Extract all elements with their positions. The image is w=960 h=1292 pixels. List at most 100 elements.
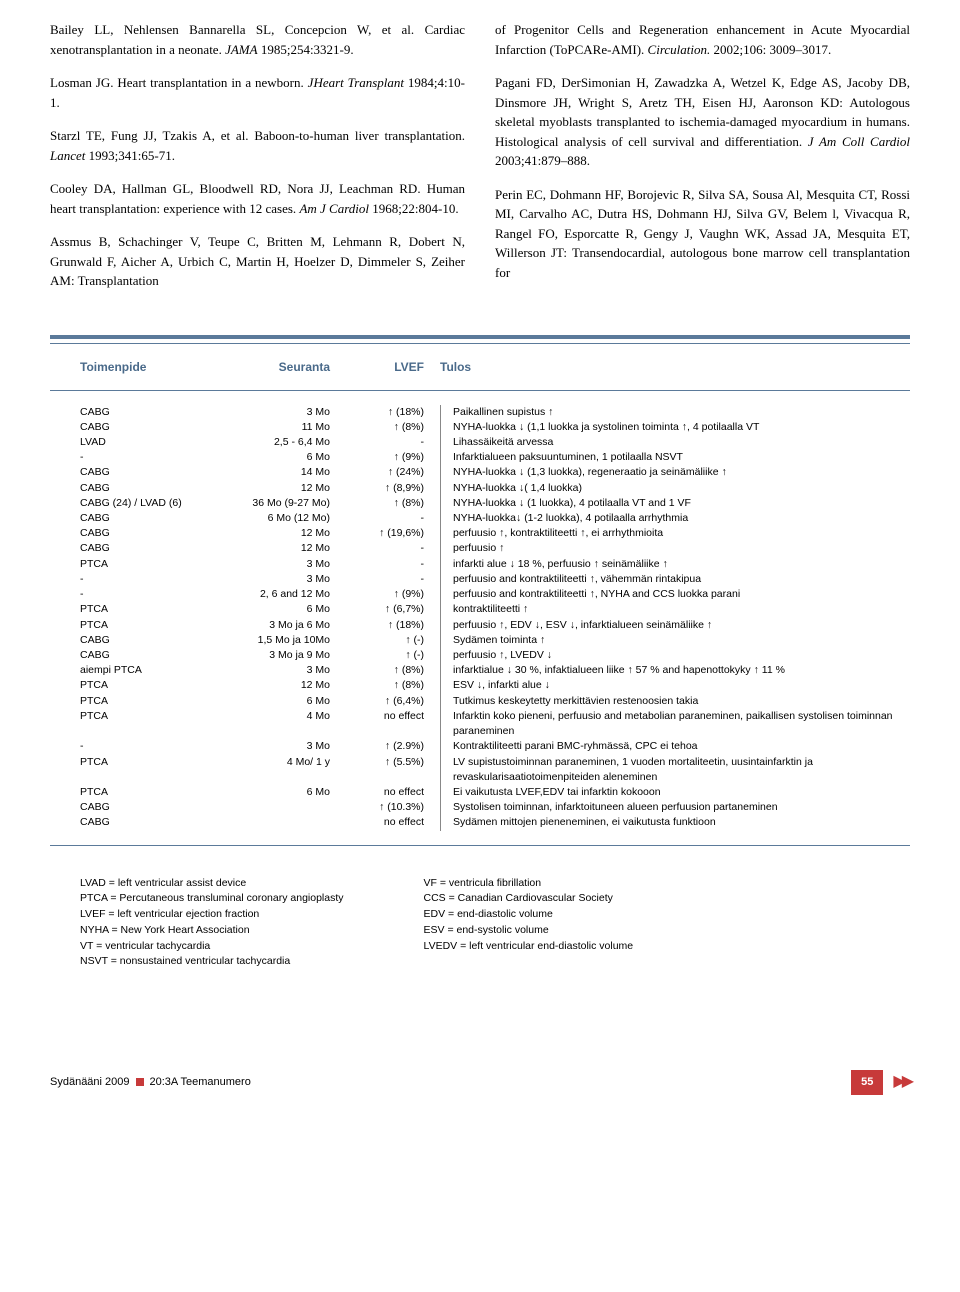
table-row: CABG1,5 Mo ja 10Mo↑ (-)Sydämen toiminta … <box>50 633 910 648</box>
table-cell: 11 Mo <box>200 420 350 435</box>
table-cell: ↑ (6,4%) <box>350 694 440 709</box>
table-cell: 3 Mo <box>200 739 350 754</box>
table-cell: PTCA <box>50 709 200 739</box>
table-cell: 12 Mo <box>200 481 350 496</box>
table-cell: 6 Mo (12 Mo) <box>200 511 350 526</box>
table-row: PTCA6 Mo↑ (6,4%)Tutkimus keskeytetty mer… <box>50 694 910 709</box>
table-cell: - <box>350 511 440 526</box>
table-cell: 6 Mo <box>200 694 350 709</box>
table-cell: CABG <box>50 526 200 541</box>
table-cell: Infarktialueen paksuuntuminen, 1 potilaa… <box>440 450 910 465</box>
table-row: CABG6 Mo (12 Mo)-NYHA-luokka↓ (1-2 luokk… <box>50 511 910 526</box>
table-cell: NYHA-luokka ↓( 1,4 luokka) <box>440 481 910 496</box>
table-cell: 14 Mo <box>200 465 350 480</box>
reference-item: Losman JG. Heart transplantation in a ne… <box>50 73 465 112</box>
table-cell: PTCA <box>50 602 200 617</box>
table-row: LVAD2,5 - 6,4 Mo-Lihassäikeitä arvessa <box>50 435 910 450</box>
table-cell: NYHA-luokka↓ (1-2 luokka), 4 potilaalla … <box>440 511 910 526</box>
table-cell: 3 Mo ja 6 Mo <box>200 618 350 633</box>
abbrev-item: LVEF = left ventricular ejection fractio… <box>80 907 344 923</box>
references-section: Bailey LL, Nehlensen Bannarella SL, Conc… <box>50 20 910 305</box>
abbrev-item: EDV = end-diastolic volume <box>424 907 634 923</box>
table-row: -3 Mo-perfuusio and kontraktiliteetti ↑,… <box>50 572 910 587</box>
table-cell: 12 Mo <box>200 541 350 556</box>
table-cell: no effect <box>350 815 440 830</box>
table-cell: kontraktiliteetti ↑ <box>440 602 910 617</box>
table-cell: - <box>350 435 440 450</box>
table-cell: Paikallinen supistus ↑ <box>440 405 910 420</box>
table-cell: - <box>50 450 200 465</box>
table-cell: LV supistustoiminnan paraneminen, 1 vuod… <box>440 755 910 785</box>
abbrev-right-column: VF = ventricula fibrillationCCS = Canadi… <box>424 876 634 971</box>
table-cell: 3 Mo <box>200 572 350 587</box>
table-cell: CABG <box>50 420 200 435</box>
table-cell: CABG <box>50 511 200 526</box>
reference-item: Bailey LL, Nehlensen Bannarella SL, Conc… <box>50 20 465 59</box>
table-cell: PTCA <box>50 618 200 633</box>
table-cell: ↑ (18%) <box>350 405 440 420</box>
table-cell <box>200 800 350 815</box>
table-cell: 4 Mo/ 1 y <box>200 755 350 785</box>
page-number: 55 <box>851 1070 883 1095</box>
table-cell: infarkti alue ↓ 18 %, perfuusio ↑ seinäm… <box>440 557 910 572</box>
references-right-column: of Progenitor Cells and Regeneration enh… <box>495 20 910 305</box>
table-row: PTCA3 Mo-infarkti alue ↓ 18 %, perfuusio… <box>50 557 910 572</box>
header-lvef: LVEF <box>350 358 440 376</box>
table-cell: CABG <box>50 541 200 556</box>
table-row: -2, 6 and 12 Mo↑ (9%)perfuusio and kontr… <box>50 587 910 602</box>
table-cell: perfuusio ↑ <box>440 541 910 556</box>
table-row: CABG3 Mo ja 9 Mo↑ (-)perfuusio ↑, LVEDV … <box>50 648 910 663</box>
abbrev-item: PTCA = Percutaneous transluminal coronar… <box>80 891 344 907</box>
table-cell: PTCA <box>50 785 200 800</box>
table-cell: Sydämen toiminta ↑ <box>440 633 910 648</box>
table-cell: perfuusio ↑, EDV ↓, ESV ↓, infarktialuee… <box>440 618 910 633</box>
abbrev-item: LVAD = left ventricular assist device <box>80 876 344 892</box>
table-cell: ESV ↓, infarkti alue ↓ <box>440 678 910 693</box>
table-cell: ↑ (8%) <box>350 420 440 435</box>
table-cell: NYHA-luokka ↓ (1 luokka), 4 potilaalla V… <box>440 496 910 511</box>
table-cell: ↑ (24%) <box>350 465 440 480</box>
table-cell: 2,5 - 6,4 Mo <box>200 435 350 450</box>
table-body: CABG3 Mo↑ (18%)Paikallinen supistus ↑CAB… <box>50 391 910 845</box>
table-cell: ↑ (18%) <box>350 618 440 633</box>
reference-item: Cooley DA, Hallman GL, Bloodwell RD, Nor… <box>50 179 465 218</box>
abbrev-left-column: LVAD = left ventricular assist devicePTC… <box>80 876 344 971</box>
table-row: CABG12 Mo-perfuusio ↑ <box>50 541 910 556</box>
table-cell: 3 Mo <box>200 557 350 572</box>
table-cell: PTCA <box>50 694 200 709</box>
table-cell: perfuusio and kontraktiliteetti ↑, NYHA … <box>440 587 910 602</box>
table-cell: ↑ (-) <box>350 633 440 648</box>
table-row: PTCA6 Mo↑ (6,7%)kontraktiliteetti ↑ <box>50 602 910 617</box>
table-row: PTCA4 Mo/ 1 y↑ (5.5%)LV supistustoiminna… <box>50 755 910 785</box>
table-cell: - <box>350 557 440 572</box>
table-cell: 6 Mo <box>200 602 350 617</box>
abbrev-item: ESV = end-systolic volume <box>424 923 634 939</box>
table-cell: Ei vaikutusta LVEF,EDV tai infarktin kok… <box>440 785 910 800</box>
table-cell: ↑ (-) <box>350 648 440 663</box>
table-cell: NYHA-luokka ↓ (1,3 luokka), regeneraatio… <box>440 465 910 480</box>
table-cell: perfuusio ↑, LVEDV ↓ <box>440 648 910 663</box>
data-table-section: Toimenpide Seuranta LVEF Tulos CABG3 Mo↑… <box>50 335 910 846</box>
table-cell: Tutkimus keskeytetty merkittävien resten… <box>440 694 910 709</box>
table-cell: Sydämen mittojen pieneneminen, ei vaikut… <box>440 815 910 830</box>
table-cell: perfuusio and kontraktiliteetti ↑, vähem… <box>440 572 910 587</box>
table-cell: - <box>350 572 440 587</box>
reference-item: of Progenitor Cells and Regeneration enh… <box>495 20 910 59</box>
table-cell: no effect <box>350 785 440 800</box>
table-cell: LVAD <box>50 435 200 450</box>
table-row: CABG3 Mo↑ (18%)Paikallinen supistus ↑ <box>50 405 910 420</box>
table-row: CABG12 Mo↑ (19,6%)perfuusio ↑, kontrakti… <box>50 526 910 541</box>
table-cell: ↑ (8%) <box>350 663 440 678</box>
table-cell: 3 Mo <box>200 663 350 678</box>
table-cell: 6 Mo <box>200 450 350 465</box>
references-left-column: Bailey LL, Nehlensen Bannarella SL, Conc… <box>50 20 465 305</box>
reference-item: Pagani FD, DerSimonian H, Zawadzka A, We… <box>495 73 910 171</box>
table-row: CABG11 Mo↑ (8%)NYHA-luokka ↓ (1,1 luokka… <box>50 420 910 435</box>
reference-item: Assmus B, Schachinger V, Teupe C, Britte… <box>50 232 465 291</box>
table-row: PTCA4 Mono effectInfarktin koko pieneni,… <box>50 709 910 739</box>
table-cell: Systolisen toiminnan, infarktoituneen al… <box>440 800 910 815</box>
table-row: PTCA3 Mo ja 6 Mo↑ (18%)perfuusio ↑, EDV … <box>50 618 910 633</box>
abbrev-item: LVEDV = left ventricular end-diastolic v… <box>424 939 634 955</box>
table-cell: PTCA <box>50 755 200 785</box>
reference-item: Starzl TE, Fung JJ, Tzakis A, et al. Bab… <box>50 126 465 165</box>
